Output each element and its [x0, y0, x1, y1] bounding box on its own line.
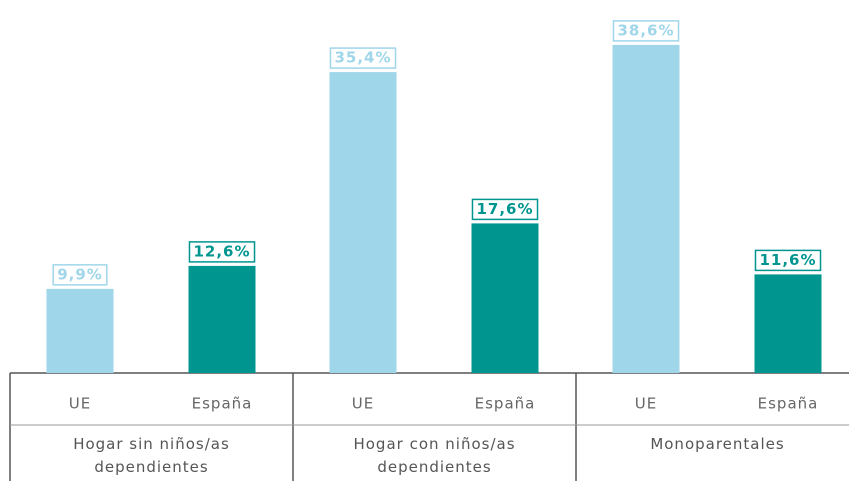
- series-label: España: [758, 395, 819, 413]
- bar: [329, 72, 397, 373]
- axis-frame: [9, 372, 849, 481]
- group-label: Hogar con niños/as dependientes: [353, 435, 516, 476]
- series-label: España: [475, 395, 536, 413]
- bar: [754, 274, 822, 373]
- series-label: UE: [69, 395, 91, 413]
- group-label: Monoparentales: [650, 435, 785, 453]
- value-label-box: [52, 264, 108, 286]
- value-label: 35,4%: [334, 49, 391, 67]
- bar: [471, 223, 539, 373]
- value-label: 12,6%: [193, 242, 250, 260]
- value-label: 11,6%: [759, 251, 816, 269]
- value-label-box: [188, 241, 256, 263]
- bar: [188, 265, 256, 373]
- value-label-box: [471, 198, 539, 221]
- series-label: España: [192, 395, 253, 413]
- value-label-box: [754, 249, 822, 272]
- value-label: 9,9%: [57, 265, 103, 283]
- series-label: UE: [352, 395, 374, 413]
- value-label-box: [612, 20, 680, 42]
- bar: [612, 44, 680, 374]
- value-label-box: [329, 47, 397, 69]
- group-label: Hogar sin niños/as dependientes: [73, 435, 230, 476]
- value-label: 17,6%: [476, 200, 533, 218]
- value-label: 38,6%: [617, 21, 674, 39]
- series-label: UE: [635, 395, 657, 413]
- bar: [46, 288, 114, 373]
